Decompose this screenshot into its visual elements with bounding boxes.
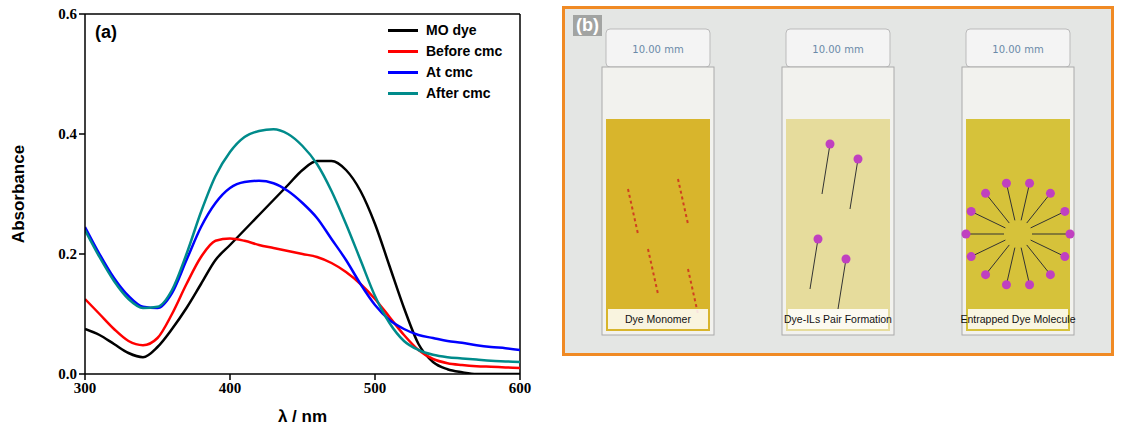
svg-text:Absorbance: Absorbance	[9, 145, 28, 243]
svg-text:λ / nm: λ / nm	[278, 407, 327, 426]
svg-text:0.6: 0.6	[58, 6, 77, 22]
svg-text:10.00 mm: 10.00 mm	[992, 44, 1043, 55]
svg-text:400: 400	[219, 380, 242, 396]
svg-text:0.0: 0.0	[58, 366, 77, 382]
svg-text:Dye Monomer: Dye Monomer	[625, 313, 691, 325]
svg-text:Entrapped Dye Molecule: Entrapped Dye Molecule	[961, 313, 1076, 325]
svg-text:300: 300	[74, 380, 97, 396]
html-text:At cmc: At cmc	[426, 64, 473, 80]
svg-text:Dye-ILs Pair Formation: Dye-ILs Pair Formation	[784, 313, 892, 325]
html-text:Before cmc: Before cmc	[426, 43, 503, 59]
html-text:(b): (b)	[576, 15, 599, 35]
svg-text:500: 500	[364, 380, 387, 396]
html-text:(a): (a)	[95, 22, 117, 42]
html-text:After cmc: After cmc	[426, 85, 491, 101]
svg-text:0.4: 0.4	[58, 126, 77, 142]
html-text:MO dye: MO dye	[426, 22, 477, 38]
svg-text:10.00 mm: 10.00 mm	[632, 44, 683, 55]
svg-text:0.2: 0.2	[58, 246, 77, 262]
svg-text:600: 600	[509, 380, 532, 396]
svg-text:10.00 mm: 10.00 mm	[812, 44, 863, 55]
